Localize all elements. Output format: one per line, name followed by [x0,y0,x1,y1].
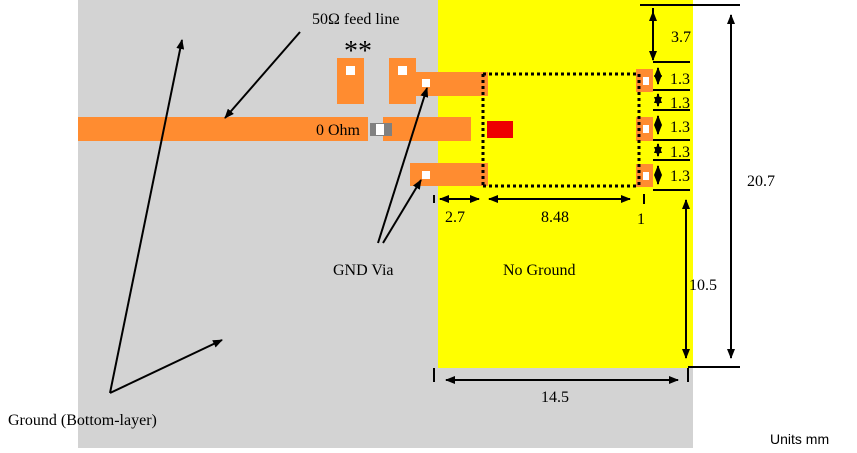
no-ground-label: No Ground [503,262,575,279]
via-hole-right [398,66,407,75]
tip-via-bottom [643,172,649,180]
ground-arrow-right [109,339,223,394]
dim-2-7: 2.7 [445,209,465,226]
gnd-via-label: GND Via [333,262,394,279]
tip-via-top [643,77,649,85]
dim-1-3-d: 1.3 [670,144,690,161]
dimension-lines [433,4,740,384]
gnd-via-arrow-top [377,87,429,244]
gnd-via-top [422,79,430,87]
upper-antenna-arm [396,72,488,96]
callout-arrows [109,31,429,394]
dim-1: 1 [637,211,645,228]
feed-line-arrow [224,31,301,119]
ground-arrow-up [109,39,185,394]
dim-8-48: 8.48 [541,209,569,226]
asterisk-label: ** [344,36,372,67]
dim-3-7: 3.7 [671,29,691,46]
gnd-via-arrow-bottom [382,179,422,244]
feed-line-trace [78,117,368,141]
antenna-outline [481,72,641,188]
lower-antenna-arm [410,163,488,186]
feed-line-trace-right [383,117,471,141]
dim-20-7: 20.7 [747,173,775,190]
antenna-feed-pad [487,121,513,138]
via-hole-left [346,66,355,75]
dim-14-5: 14.5 [541,389,569,406]
ground-bottom-label: Ground (Bottom-layer) [8,412,157,429]
zero-ohm-label: 0 Ohm [316,122,361,139]
dim-1-3-e: 1.3 [670,168,690,185]
units-label: Units mm [770,431,829,447]
dim-1-3-c: 1.3 [670,119,690,136]
feed-line-label: 50Ω feed line [312,11,399,28]
dim-1-3-b: 1.3 [670,95,690,112]
zero-ohm-resistor [370,123,392,136]
dim-10-5: 10.5 [689,277,717,294]
dim-1-3-a: 1.3 [670,71,690,88]
left-pad [337,58,364,104]
tip-via-middle [643,125,649,133]
gnd-via-bottom [422,171,430,179]
